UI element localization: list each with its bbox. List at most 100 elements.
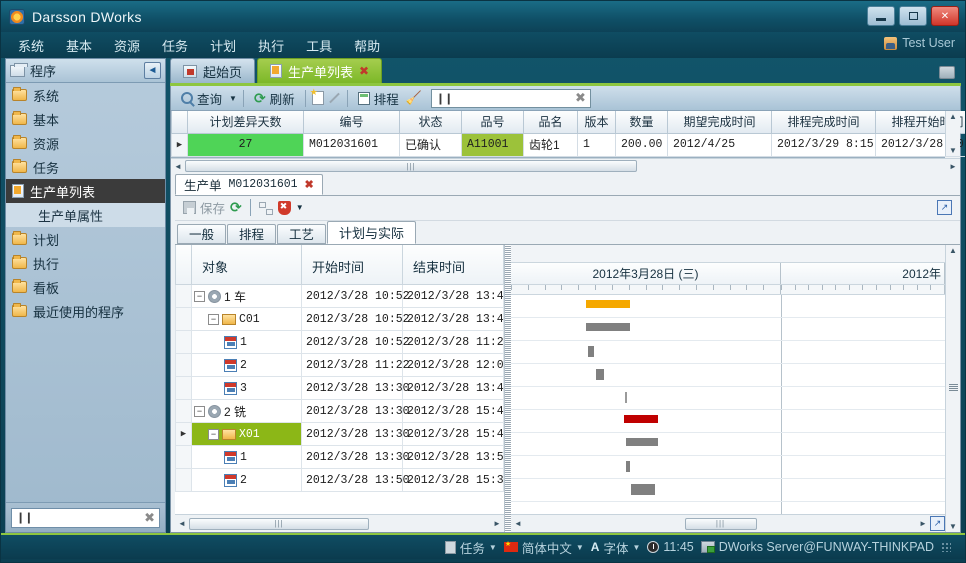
shield-dropdown-icon[interactable]: ▼ xyxy=(295,203,304,212)
save-button[interactable]: 保存 xyxy=(183,198,225,217)
scroll-thumb-grip[interactable] xyxy=(948,384,958,393)
col-sched-finish[interactable]: 排程完成时间 xyxy=(771,111,876,134)
grid-horizontal-scrollbar[interactable]: ◄ ||| ► xyxy=(171,157,960,174)
scroll-thumb[interactable]: ||| xyxy=(185,160,637,172)
gantt-bar[interactable] xyxy=(626,437,658,446)
menu-item-resource[interactable]: 资源 xyxy=(114,38,141,54)
scroll-right-icon[interactable]: ► xyxy=(493,519,501,528)
table-row-selected[interactable]: ▶ − X01 2012/3/28 13:30 2012/3/28 15:40 xyxy=(175,422,504,446)
col-quantity[interactable]: 数量 xyxy=(615,111,668,134)
scroll-right-icon[interactable]: ► xyxy=(949,161,957,171)
close-icon[interactable]: ✖ xyxy=(359,64,370,78)
table-row[interactable]: − C01 2012/3/28 10:52 2012/3/28 13:40 xyxy=(175,307,504,331)
gantt-bar-row[interactable] xyxy=(511,433,945,456)
document-tab-production-order[interactable]: 生产单 M012031601 ✖ xyxy=(175,173,323,195)
tab-production-order-list[interactable]: 生产单列表 ✖ xyxy=(257,58,383,83)
gantt-bar-row[interactable] xyxy=(511,479,945,502)
col-version[interactable]: 版本 xyxy=(577,111,616,134)
col-end-time[interactable]: 结束时间 xyxy=(402,244,504,285)
refresh-button[interactable]: ⟳ 刷新 xyxy=(250,88,299,109)
col-plan-diff-days[interactable]: 计划差异天数 xyxy=(187,111,304,134)
network-icon[interactable] xyxy=(258,201,273,215)
table-row[interactable]: 3 2012/3/28 13:30 2012/3/28 13:40 xyxy=(175,376,504,400)
table-row[interactable]: ▶ 27 M012031601 已确认 A11001 齿轮1 1 200.00 … xyxy=(171,132,965,157)
open-in-new-window-icon[interactable]: ↗ xyxy=(937,200,952,215)
gantt-bar-row[interactable] xyxy=(511,341,945,364)
sidebar-item-resource[interactable]: 资源 xyxy=(6,131,165,155)
menu-item-system[interactable]: 系统 xyxy=(18,38,45,54)
gantt-bar[interactable] xyxy=(596,368,604,380)
gantt-splitter[interactable] xyxy=(505,244,511,532)
menu-item-tools[interactable]: 工具 xyxy=(306,38,333,54)
close-icon[interactable]: ✖ xyxy=(304,178,314,191)
current-user[interactable]: Test User xyxy=(884,36,955,50)
shield-error-icon[interactable] xyxy=(277,200,291,215)
gantt-bar-row[interactable] xyxy=(511,364,945,387)
chevron-down-icon[interactable]: ▼ xyxy=(632,542,641,552)
sidebar-item-execute[interactable]: 执行 xyxy=(6,251,165,275)
tab-overflow-icon[interactable] xyxy=(939,66,955,79)
grid-vertical-scrollbar[interactable]: ▲ ▼ xyxy=(945,111,960,156)
sidebar-item-system[interactable]: 系统 xyxy=(6,83,165,107)
minimize-button[interactable] xyxy=(867,6,895,26)
table-row[interactable]: 1 2012/3/28 13:30 2012/3/28 13:50 xyxy=(175,445,504,469)
sidebar-item-plan[interactable]: 计划 xyxy=(6,227,165,251)
scroll-down-icon[interactable]: ▼ xyxy=(949,522,957,531)
gantt-bar[interactable] xyxy=(625,391,627,403)
pencil-icon[interactable] xyxy=(327,91,341,105)
gantt-chart-hscrollbar[interactable]: ◄ ||| ► ↗ xyxy=(511,514,945,532)
table-row[interactable]: 1 2012/3/28 10:52 2012/3/28 11:22 xyxy=(175,330,504,354)
tab-home[interactable]: 起始页 xyxy=(170,58,256,83)
menu-item-execute[interactable]: 执行 xyxy=(258,38,285,54)
table-row[interactable]: 2 2012/3/28 11:22 2012/3/28 12:00 xyxy=(175,353,504,377)
tab-general[interactable]: 一般 xyxy=(177,223,227,244)
resize-grip[interactable] xyxy=(941,542,951,552)
gantt-chart-body[interactable] xyxy=(511,294,945,514)
expander-icon[interactable]: − xyxy=(208,313,219,325)
gantt-bar[interactable] xyxy=(626,460,630,472)
table-row[interactable]: 2 2012/3/28 13:50 2012/3/28 15:30 xyxy=(175,468,504,492)
gantt-bar[interactable] xyxy=(586,299,630,308)
tab-schedule[interactable]: 排程 xyxy=(227,223,277,244)
toolbar-search-box[interactable]: ❙❙ ✖ xyxy=(430,88,591,108)
sidebar-collapse-button[interactable]: ◄ xyxy=(144,62,161,79)
table-row[interactable]: − 2 铣 2012/3/28 13:30 2012/3/28 15:40 xyxy=(175,399,504,423)
col-part-name[interactable]: 品名 xyxy=(523,111,578,134)
col-part-no[interactable]: 品号 xyxy=(461,111,524,134)
open-in-new-window-icon[interactable]: ↗ xyxy=(930,516,945,531)
close-button[interactable]: ✕ xyxy=(931,6,959,26)
menu-item-plan[interactable]: 计划 xyxy=(210,38,237,54)
sidebar-item-production-order-props[interactable]: 生产单属性 xyxy=(6,203,165,227)
menu-item-basic[interactable]: 基本 xyxy=(66,38,93,54)
expander-icon[interactable]: − xyxy=(194,405,205,417)
col-object[interactable]: 对象 xyxy=(191,244,302,285)
menu-item-help[interactable]: 帮助 xyxy=(354,38,381,54)
gantt-bar[interactable] xyxy=(586,322,630,331)
gantt-bar-row[interactable] xyxy=(511,295,945,318)
scroll-up-icon[interactable]: ▲ xyxy=(949,245,957,255)
scroll-left-icon[interactable]: ◄ xyxy=(178,519,186,528)
sidebar-item-kanban[interactable]: 看板 xyxy=(6,275,165,299)
new-document-icon[interactable] xyxy=(310,87,324,105)
col-start-time[interactable]: 开始时间 xyxy=(301,244,403,285)
scroll-thumb[interactable]: ||| xyxy=(189,517,369,530)
gantt-bar-row[interactable] xyxy=(511,318,945,341)
scroll-up-icon[interactable]: ▲ xyxy=(949,112,957,121)
table-row[interactable]: − 1 车 2012/3/28 10:52 2012/3/28 13:40 xyxy=(175,284,504,308)
sidebar-item-basic[interactable]: 基本 xyxy=(6,107,165,131)
clear-icon[interactable]: ✖ xyxy=(574,90,586,105)
query-dropdown-icon[interactable]: ▼ xyxy=(229,93,237,103)
gantt-vertical-scrollbar[interactable]: ▲ ▼ xyxy=(945,244,960,532)
query-button[interactable]: 查询 xyxy=(177,88,226,109)
col-order-no[interactable]: 编号 xyxy=(303,111,400,134)
col-status[interactable]: 状态 xyxy=(399,111,462,134)
sidebar-search-box[interactable]: ❙❙ ✖ xyxy=(11,507,160,528)
expander-icon[interactable]: − xyxy=(194,290,205,302)
gantt-bar-row[interactable] xyxy=(511,410,945,433)
scroll-left-icon[interactable]: ◄ xyxy=(174,161,182,171)
broom-icon[interactable]: 🧹 xyxy=(405,90,422,105)
menu-item-task[interactable]: 任务 xyxy=(162,38,189,54)
schedule-button[interactable]: 排程 xyxy=(354,88,403,109)
expander-icon[interactable]: − xyxy=(208,428,219,440)
status-font[interactable]: A 字体 ▼ xyxy=(591,538,641,557)
